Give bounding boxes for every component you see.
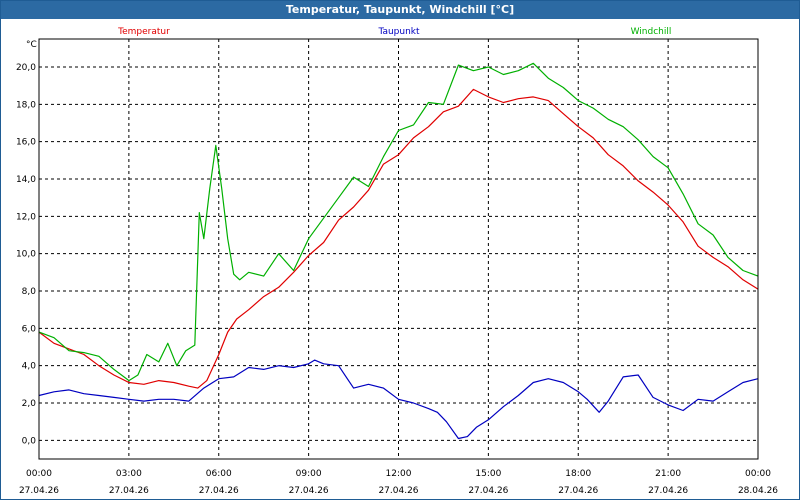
x-tick-labels: 00:00 27.04.26 03:00 27.04.26 06:00 27.04.26 0…: [19, 469, 778, 496]
x-tick-date-label: 27.04.26: [648, 486, 688, 496]
grid-lines: [39, 39, 758, 459]
y-tick-label: 12,0: [16, 212, 36, 222]
x-tick-date-label: 27.04.26: [378, 486, 418, 496]
y-tick-labels: 0,0 2,0 4,0 6,0 8,0 10,0 12,0 14,0 16,0 18,0 20,0: [16, 63, 36, 446]
y-tick-label: 14,0: [16, 175, 36, 185]
y-axis-unit-label: °C: [26, 40, 37, 50]
series-line-taupunkt: [38, 359, 759, 440]
x-tick-date-label: 27.04.26: [289, 486, 329, 496]
x-tick-time-label: 18:00: [565, 469, 591, 479]
x-tick-date-label: 27.04.26: [19, 486, 59, 496]
window-title: Temperatur, Taupunkt, Windchill [°C]: [1, 1, 799, 19]
x-tick-date-label: 27.04.26: [468, 486, 508, 496]
y-tick-label: 0,0: [22, 436, 37, 446]
legend-entry-temperatur: Temperatur: [117, 27, 170, 37]
y-tick-label: 8,0: [22, 287, 37, 297]
x-tick-time-label: 06:00: [206, 469, 232, 479]
plot-frame: [38, 38, 759, 460]
legend-entry-taupunkt: Taupunkt: [377, 27, 420, 37]
y-tick-label: 6,0: [22, 324, 37, 334]
y-tick-label: 2,0: [22, 399, 37, 409]
y-tick-label: 4,0: [22, 362, 37, 372]
series-lines: [38, 62, 759, 440]
x-tick-time-label: 00:00: [26, 469, 52, 479]
y-tick-label: 16,0: [16, 138, 36, 148]
x-tick-time-label: 03:00: [116, 469, 142, 479]
legend-entry-windchill: Windchill: [631, 27, 672, 37]
series-line-temperatur: [38, 88, 759, 389]
x-tick-date-label: 27.04.26: [558, 486, 598, 496]
legend: Temperatur Taupunkt Windchill: [117, 27, 671, 37]
x-tick-time-label: 21:00: [655, 469, 681, 479]
x-tick-date-label: 27.04.26: [109, 486, 149, 496]
x-tick-time-label: 15:00: [475, 469, 501, 479]
x-tick-time-label: 09:00: [296, 469, 322, 479]
x-tick-date-label: 27.04.26: [199, 486, 239, 496]
series-line-windchill: [38, 62, 759, 382]
plot-border: [38, 38, 759, 460]
y-tick-label: 20,0: [16, 63, 36, 73]
x-tick-date-label: 28.04.26: [738, 486, 778, 496]
y-tick-label: 18,0: [16, 100, 36, 110]
x-tick-time-label: 00:00: [745, 469, 771, 479]
x-tick-time-label: 12:00: [386, 469, 412, 479]
y-tick-label: 10,0: [16, 250, 36, 260]
